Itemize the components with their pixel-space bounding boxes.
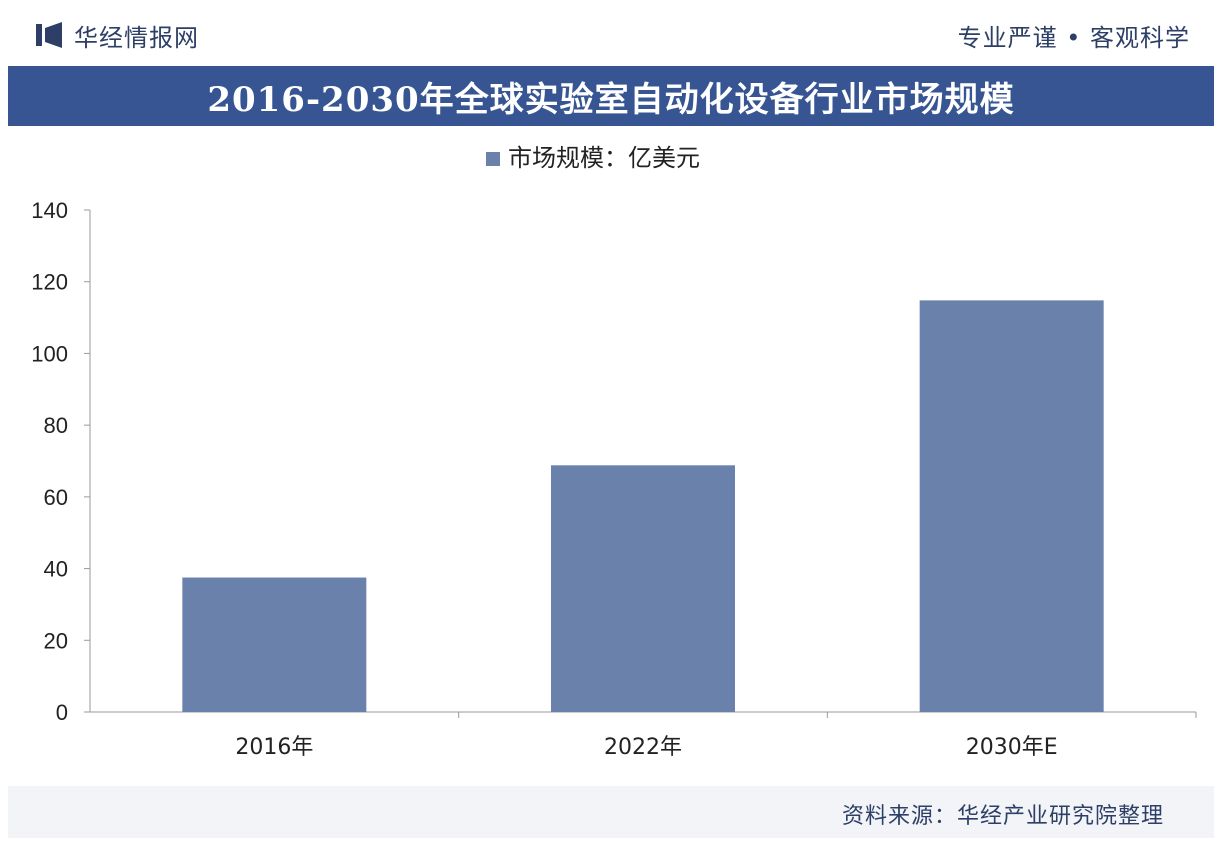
bar-3 [919, 300, 1104, 712]
y-tick-label: 60 [44, 485, 68, 510]
brand-logo-icon [36, 22, 62, 48]
y-tick-label: 0 [56, 700, 68, 725]
x-tick-label: 2030年E [966, 735, 1058, 760]
title-bar: 2016-2030年全球实验室自动化设备行业市场规模 [8, 66, 1214, 126]
bar-2 [551, 465, 735, 712]
brand-name: 华经情报网 [74, 24, 199, 52]
x-tick-label: 2016年 [235, 735, 313, 760]
slogan: 专业严谨 • 客观科学 [957, 24, 1190, 52]
x-tick-label: 2022年 [604, 735, 682, 760]
legend-swatch [486, 152, 500, 166]
y-tick-label: 40 [44, 557, 68, 582]
y-tick-label: 100 [31, 341, 68, 366]
legend-label: 市场规模：亿美元 [508, 144, 700, 172]
header: 华经情报网 专业严谨 • 客观科学 [0, 0, 1224, 62]
footer: 资料来源：华经产业研究院整理 [8, 786, 1214, 838]
y-tick-label: 80 [44, 413, 68, 438]
chart-area: 0 20 40 60 80 100 120 140 2016年 2022年 2030年E 市场规模：亿… [0, 130, 1224, 780]
y-tick-label: 140 [31, 198, 68, 223]
y-tick-label: 120 [31, 270, 68, 295]
bar-chart: 0 20 40 60 80 100 120 140 2016年 2022年 2030年E 市场规模：亿… [31, 144, 1197, 760]
source-note: 资料来源：华经产业研究院整理 [841, 804, 1164, 829]
y-tick-label: 20 [44, 628, 68, 653]
bar-1 [182, 577, 367, 712]
chart-title: 2016-2030年全球实验室自动化设备行业市场规模 [207, 79, 1015, 120]
